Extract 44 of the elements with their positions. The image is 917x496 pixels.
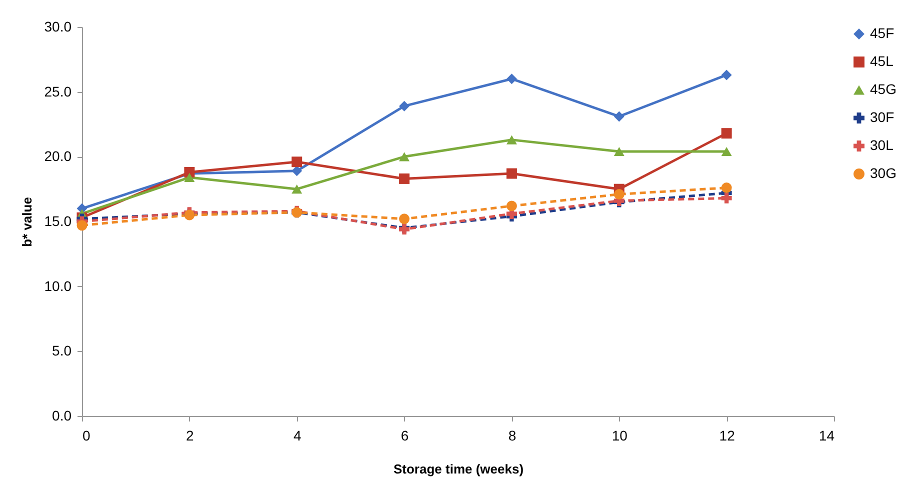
y-tick-label: 25.0 bbox=[44, 83, 72, 100]
legend-label: 30F bbox=[870, 109, 894, 125]
point bbox=[721, 182, 732, 194]
point bbox=[721, 192, 732, 204]
y-tick-label: 30.0 bbox=[44, 18, 72, 34]
x-tick-label: 0 bbox=[82, 428, 90, 444]
x-tick-label: 2 bbox=[186, 428, 194, 444]
point bbox=[292, 156, 302, 168]
point bbox=[399, 173, 410, 184]
point bbox=[614, 146, 624, 156]
point bbox=[506, 200, 517, 212]
legend-label: 45F bbox=[870, 25, 894, 41]
legend-label: 30G bbox=[870, 165, 896, 181]
point bbox=[399, 214, 410, 224]
point bbox=[506, 74, 517, 84]
x-tick-label: 6 bbox=[400, 428, 409, 444]
point bbox=[721, 146, 732, 156]
x-tick-label: 4 bbox=[293, 428, 302, 444]
point bbox=[614, 189, 624, 200]
y-tick-label: 0.0 bbox=[52, 408, 72, 424]
y-axis-title: b* value bbox=[19, 197, 34, 247]
point bbox=[506, 168, 517, 179]
legend-label: 45L bbox=[870, 53, 894, 69]
point bbox=[184, 172, 195, 182]
point bbox=[292, 184, 302, 194]
point bbox=[399, 100, 410, 112]
point bbox=[721, 70, 732, 80]
x-tick-label: 8 bbox=[508, 428, 516, 444]
x-axis-title: Storage time (weeks) bbox=[393, 462, 524, 476]
y-tick-label: 20.0 bbox=[44, 148, 72, 164]
point bbox=[721, 128, 732, 139]
x-tick-label: 12 bbox=[719, 428, 736, 444]
x-tick-label: 10 bbox=[612, 428, 628, 444]
legend-label: 45G bbox=[870, 81, 896, 97]
point bbox=[614, 111, 624, 122]
point bbox=[506, 135, 517, 144]
y-tick-label: 15.0 bbox=[44, 213, 72, 229]
point bbox=[399, 152, 410, 162]
point bbox=[76, 220, 88, 231]
point bbox=[292, 166, 302, 176]
legend-label: 30L bbox=[870, 137, 894, 153]
x-tick-label: 14 bbox=[818, 428, 835, 444]
y-tick-label: 5.0 bbox=[52, 342, 72, 359]
y-tick-label: 10.0 bbox=[44, 278, 72, 294]
